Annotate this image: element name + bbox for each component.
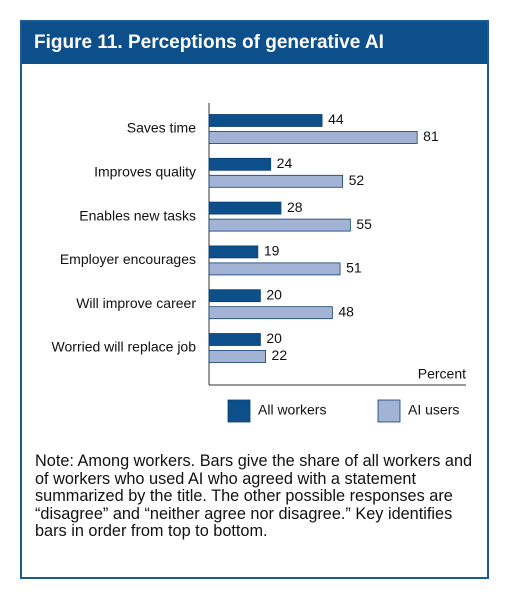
frame: Figure 11. Perceptions of generative AI — [20, 20, 489, 579]
title-bar: Figure 11. Perceptions of generative AI — [22, 22, 487, 64]
bar — [208, 289, 261, 303]
data-label: 20 — [266, 286, 282, 302]
legend-swatch — [227, 399, 251, 423]
data-label: 81 — [423, 128, 439, 144]
bar — [208, 218, 351, 232]
data-label: 55 — [356, 216, 372, 232]
category-label: Will improve career — [76, 295, 196, 311]
category-label: Worried will replace job — [52, 339, 197, 355]
data-label: 24 — [277, 155, 293, 171]
data-label: 28 — [287, 199, 303, 215]
legend-label: AI users — [408, 402, 459, 418]
bar — [208, 333, 261, 346]
chart-title: Figure 11. Perceptions of generative AI — [34, 32, 384, 53]
bar — [208, 157, 272, 171]
data-label: 52 — [349, 172, 365, 188]
category-label: Improves quality — [94, 164, 196, 180]
data-label: 51 — [346, 260, 362, 276]
legend-label: All workers — [258, 402, 326, 418]
data-label: 22 — [272, 347, 288, 363]
category-label: Employer encourages — [60, 251, 196, 267]
category-label: Enables new tasks — [79, 207, 196, 223]
bar — [208, 245, 259, 259]
bar — [208, 114, 323, 127]
bar — [208, 131, 418, 144]
bar — [208, 174, 344, 188]
bar — [208, 262, 341, 276]
data-label: 19 — [264, 243, 280, 259]
data-label: 48 — [338, 303, 354, 319]
data-label: 44 — [328, 111, 344, 127]
legend-swatch — [377, 399, 401, 423]
x-axis-label: Percent — [418, 366, 466, 382]
bar — [208, 350, 266, 363]
bar — [208, 201, 282, 215]
note: Note: Among workers. Bars give the share… — [35, 452, 473, 541]
data-label: 20 — [266, 330, 282, 346]
category-label: Saves time — [127, 120, 196, 136]
bar — [208, 306, 333, 320]
